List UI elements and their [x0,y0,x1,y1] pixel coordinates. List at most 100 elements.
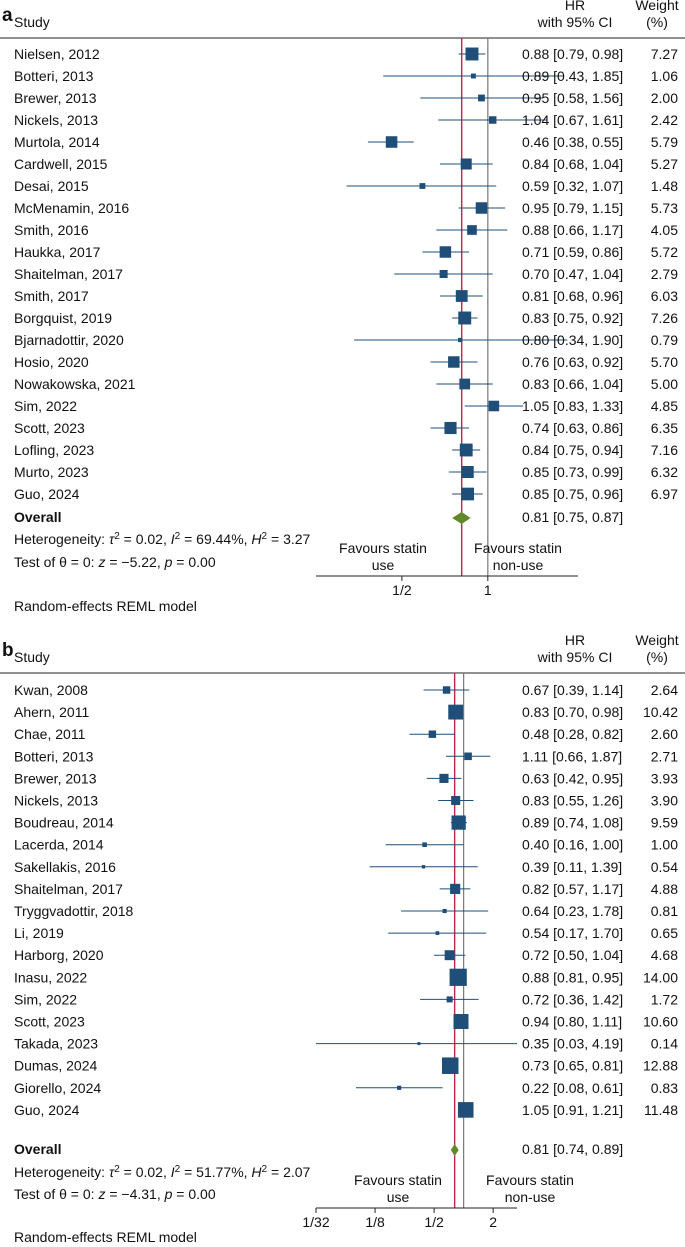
study-name: Borgquist, 2019 [14,310,112,326]
panel-b-weight-subheader: (%) [646,649,668,665]
hr-marker [385,136,398,148]
panel-b-heterogeneity: Heterogeneity: τ2 = 0.02, I2 = 51.77%, H… [14,1164,311,1180]
hr-ci-value: 0.76 [0.63, 0.92] [522,354,623,370]
hr-ci-value: 0.83 [0.70, 0.98] [522,704,623,720]
weight-value: 0.83 [651,1080,678,1096]
hr-ci-value: 0.83 [0.55, 1.26] [522,793,623,809]
study-row: Nickels, 2013 0.83 [0.55, 1.26] 3.90 [14,793,678,809]
hr-ci-value: 0.71 [0.59, 0.86] [522,244,623,260]
study-row: Scott, 2023 0.94 [0.80, 1.11] 10.60 [14,1014,678,1030]
study-name: Shaitelman, 2017 [14,266,123,282]
study-row: Smith, 2016 0.88 [0.66, 1.17] 4.05 [14,222,678,238]
weight-value: 1.48 [651,178,678,194]
hr-ci-value: 0.89 [0.74, 1.08] [522,815,623,831]
study-row: Takada, 2023 0.35 [0.03, 4.19] 0.14 [14,1036,678,1052]
panel-a-favours-right-line1: Favours statin [474,540,562,556]
hr-marker [439,269,448,279]
panel-a-favours-left-line2: use [372,557,395,573]
panel-b-studies: Kwan, 2008 0.67 [0.39, 1.14] 2.64 Ahern, 20… [14,682,678,1118]
study-name: Dumas, 2024 [14,1058,97,1074]
study-row: Hosio, 2020 0.76 [0.63, 0.92] 5.70 [14,354,678,370]
hr-ci-value: 0.70 [0.47, 1.04] [522,266,623,282]
weight-value: 2.79 [651,266,678,282]
hr-ci-value: 0.74 [0.63, 0.86] [522,420,623,436]
weight-value: 1.06 [651,68,678,84]
hr-ci-value: 0.85 [0.75, 0.96] [522,486,623,502]
panel-b-model: Random-effects REML model [14,1229,197,1245]
study-row: Shaitelman, 2017 0.70 [0.47, 1.04] 2.79 [14,266,678,282]
hr-ci-value: 0.83 [0.75, 0.92] [522,310,623,326]
hr-ci-value: 0.35 [0.03, 4.19] [522,1036,623,1052]
weight-value: 2.42 [651,112,678,128]
hr-marker [442,686,451,694]
hr-marker [470,73,476,79]
weight-value: 5.27 [651,156,678,172]
study-name: Tryggvadottir, 2018 [14,903,134,919]
study-row: Chae, 2011 0.48 [0.28, 0.82] 2.60 [14,726,678,742]
hr-ci-value: 0.94 [0.80, 1.11] [522,1014,622,1030]
hr-marker [441,1057,459,1074]
study-row: Nielsen, 2012 0.88 [0.79, 0.98] 7.27 [14,46,678,62]
study-row: Nickels, 2013 1.04 [0.67, 1.61] 2.42 [14,112,678,128]
study-row: Sim, 2022 1.05 [0.83, 1.33] 4.85 [14,398,678,414]
study-name: Scott, 2023 [14,420,85,436]
weight-value: 6.97 [651,486,678,502]
panel-b-favours-left-line2: use [387,1189,410,1205]
panel-b-x-ticks: 1/32 1/8 1/2 2 [302,1208,497,1230]
hr-ci-value: 0.82 [0.57, 1.17] [522,881,623,897]
study-row: Guo, 2024 1.05 [0.91, 1.21] 11.48 [14,1102,678,1118]
study-name: Ahern, 2011 [14,704,89,720]
study-name: Murto, 2023 [14,464,89,480]
hr-marker [461,465,474,479]
study-name: Sakellakis, 2016 [14,859,116,875]
study-name: Haukka, 2017 [14,244,101,260]
hr-ci-value: 0.64 [0.23, 1.78] [522,903,623,919]
hr-marker [439,246,452,258]
hr-ci-value: 0.46 [0.38, 0.55] [522,134,623,150]
study-row: Sim, 2022 0.72 [0.36, 1.42] 1.72 [14,991,678,1007]
panel-b-favours-right-line1: Favours statin [486,1172,574,1188]
study-row: Giorello, 2024 0.22 [0.08, 0.61] 0.83 [14,1080,678,1096]
study-row: Desai, 2015 0.59 [0.32, 1.07] 1.48 [14,178,678,194]
hr-marker [464,752,472,761]
hr-ci-value: 0.72 [0.50, 1.04] [522,947,623,963]
weight-value: 9.59 [651,815,678,831]
hr-marker [421,865,426,869]
hr-ci-value: 0.67 [0.39, 1.14] [522,682,623,698]
weight-value: 1.72 [651,991,678,1007]
weight-value: 5.00 [651,376,678,392]
study-name: Boudreau, 2014 [14,815,114,831]
weight-value: 7.27 [651,46,678,62]
weight-value: 0.14 [651,1036,678,1052]
x-tick-label: 1/2 [424,1214,444,1230]
study-row: Haukka, 2017 0.71 [0.59, 0.86] 5.72 [14,244,678,260]
study-row: Inasu, 2022 0.88 [0.81, 0.95] 14.00 [14,968,678,986]
weight-value: 0.81 [651,903,678,919]
hr-marker [449,968,467,986]
hr-ci-value: 0.83 [0.66, 1.04] [522,376,623,392]
study-row: Murto, 2023 0.85 [0.73, 0.99] 6.32 [14,464,678,480]
study-row: Borgquist, 2019 0.83 [0.75, 0.92] 7.26 [14,310,678,326]
hr-ci-value: 0.95 [0.58, 1.56] [522,90,623,106]
study-row: Bjarnadottir, 2020 0.80 [0.34, 1.90] 0.79 [14,332,678,348]
hr-ci-value: 1.05 [0.91, 1.21] [522,1102,623,1118]
study-name: Smith, 2016 [14,222,89,238]
study-row: Li, 2019 0.54 [0.17, 1.70] 0.65 [14,925,678,941]
hr-marker [458,311,472,325]
hr-marker [453,1014,469,1029]
study-row: Murtola, 2014 0.46 [0.38, 0.55] 5.79 [14,134,678,150]
panel-b-hr-header: HR [565,632,585,648]
hr-ci-value: 0.59 [0.32, 1.07] [522,178,623,194]
study-row: Shaitelman, 2017 0.82 [0.57, 1.17] 4.88 [14,881,678,897]
hr-marker [460,158,472,170]
hr-ci-value: 1.05 [0.83, 1.33] [522,398,623,414]
study-row: Tryggvadottir, 2018 0.64 [0.23, 1.78] 0.81 [14,903,678,919]
hr-marker [428,730,437,738]
study-name: Botteri, 2013 [14,748,94,764]
hr-marker [448,704,464,720]
study-name: Hosio, 2020 [14,354,89,370]
panel-b: b Study HR with 95% CI Weight (%) Kwan, … [0,632,685,1245]
hr-marker [444,421,457,435]
weight-value: 2.00 [651,90,678,106]
